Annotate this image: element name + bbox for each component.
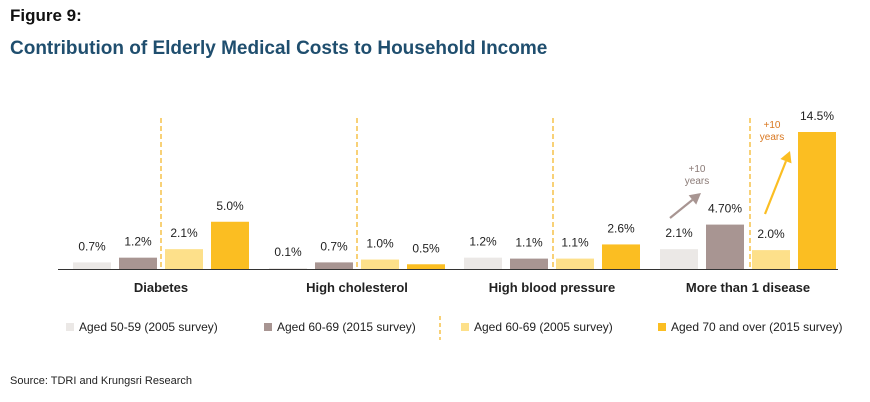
category-label-2: High cholesterol [306, 280, 408, 295]
legend-swatch-4 [658, 323, 666, 331]
value-label-series-2-1: 1.2% [124, 235, 152, 249]
annotation-text-2-line-1: +10 [764, 120, 781, 131]
annotation-text-1-line-1: +10 [689, 164, 706, 175]
legend-label-2: Aged 60-69 (2015 survey) [277, 320, 416, 334]
bar-series-3-2 [361, 259, 399, 269]
value-label-series-3-2: 1.0% [366, 237, 394, 251]
legend-swatch-2 [264, 323, 272, 331]
bar-series-1-4 [660, 249, 698, 269]
value-label-series-1-1: 0.7% [78, 239, 106, 253]
value-label-series-4-1: 5.0% [216, 199, 244, 213]
source-note: Source: TDRI and Krungsri Research [10, 375, 192, 387]
value-label-series-4-4: 14.5% [800, 109, 834, 123]
bar-series-3-3 [556, 258, 594, 269]
value-label-series-3-4: 2.0% [757, 227, 785, 241]
bar-series-2-2 [315, 262, 353, 269]
bar-series-1-3 [464, 257, 502, 269]
value-label-series-3-1: 2.1% [170, 226, 198, 240]
value-label-series-4-2: 0.5% [412, 241, 440, 255]
bar-series-4-3 [602, 244, 640, 269]
category-label-1: Diabetes [134, 280, 188, 295]
bar-series-2-1 [119, 257, 157, 269]
legend-swatch-3 [461, 323, 469, 331]
legend-label-4: Aged 70 and over (2015 survey) [671, 320, 842, 334]
value-label-series-2-2: 0.7% [320, 239, 348, 253]
value-label-series-1-2: 0.1% [274, 245, 302, 259]
figure-label: Figure 9: [10, 6, 82, 25]
bar-series-4-4 [798, 132, 836, 269]
bar-series-3-4 [752, 250, 790, 269]
annotation-text-2-line-2: years [760, 132, 784, 143]
category-label-3: High blood pressure [489, 280, 615, 295]
category-label-4: More than 1 disease [686, 280, 810, 295]
value-label-series-3-3: 1.1% [561, 236, 589, 250]
value-label-series-2-4: 4.70% [708, 202, 742, 216]
annotation-arrow-2 [763, 151, 792, 215]
bar-series-4-2 [407, 264, 445, 269]
annotation-arrow-1 [669, 193, 701, 219]
value-label-series-1-4: 2.1% [665, 226, 693, 240]
bar-series-2-4 [706, 224, 744, 269]
value-label-series-2-3: 1.1% [515, 236, 543, 250]
bar-series-3-1 [165, 249, 203, 269]
value-label-series-4-3: 2.6% [607, 221, 635, 235]
bar-series-4-1 [211, 221, 249, 269]
chart-title: Contribution of Elderly Medical Costs to… [10, 38, 548, 59]
legend-label-1: Aged 50-59 (2005 survey) [79, 320, 218, 334]
legend-label-3: Aged 60-69 (2005 survey) [474, 320, 613, 334]
bar-series-1-1 [73, 262, 111, 269]
bar-series-2-3 [510, 258, 548, 269]
annotation-text-1-line-2: years [685, 176, 709, 187]
legend-swatch-1 [66, 323, 74, 331]
bar-series-1-2 [269, 268, 307, 269]
value-label-series-1-3: 1.2% [469, 235, 497, 249]
